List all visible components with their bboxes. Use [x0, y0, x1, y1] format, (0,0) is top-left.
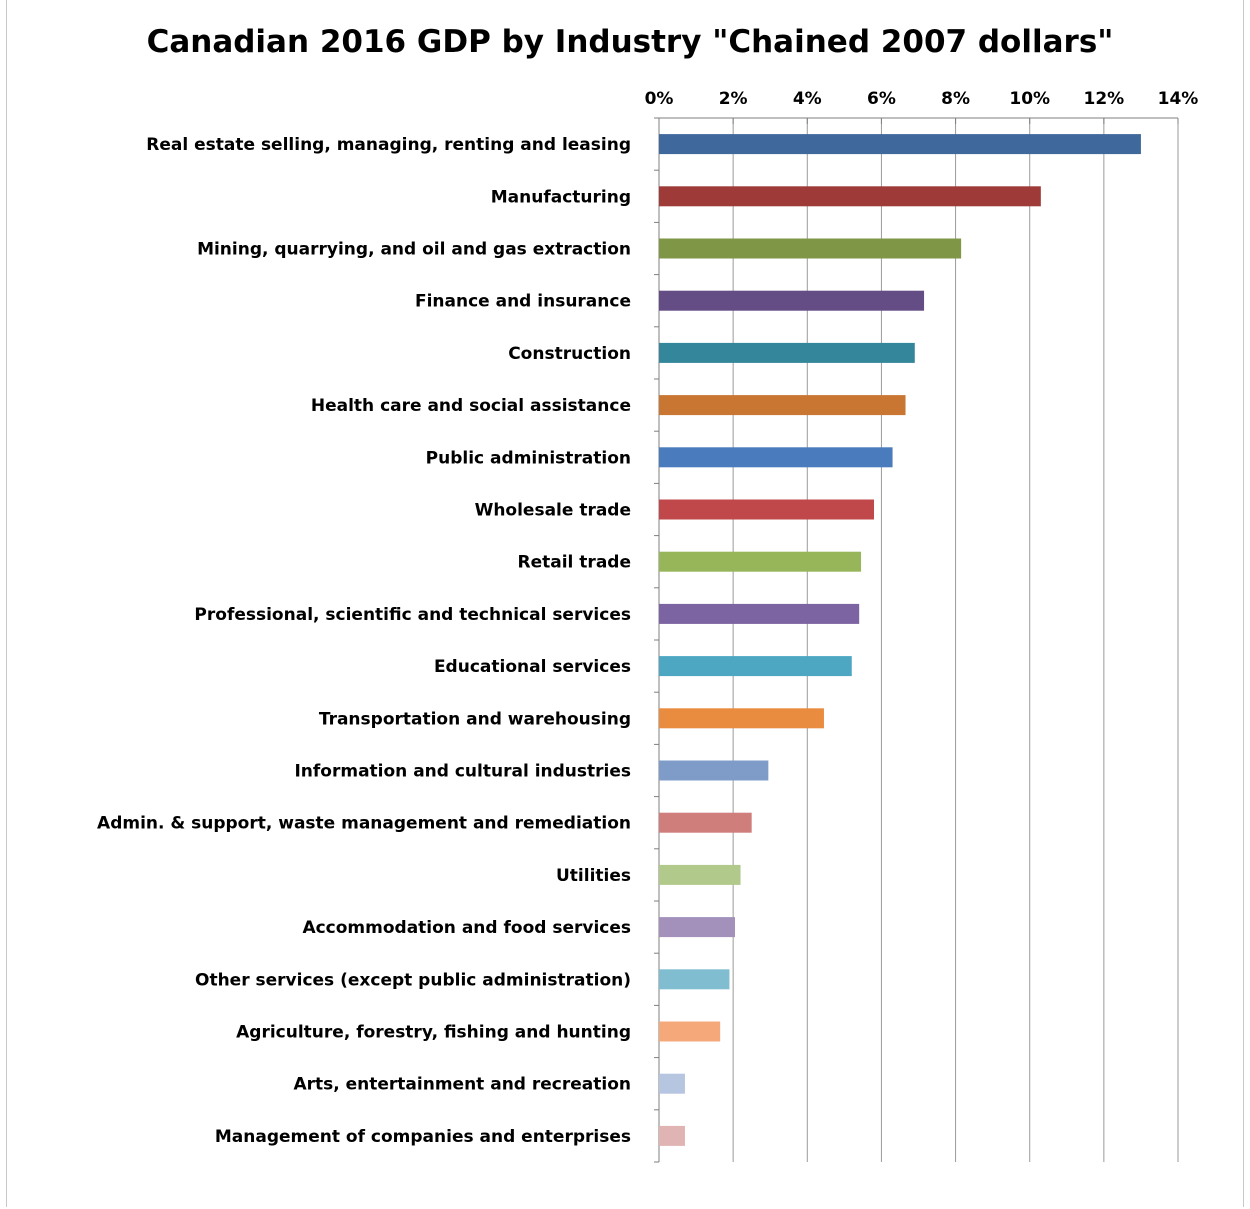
x-tick-label: 12% — [1084, 89, 1125, 109]
bar — [659, 708, 824, 729]
category-label: Accommodation and food services — [302, 918, 631, 938]
category-label: Utilities — [556, 866, 631, 886]
bar — [659, 342, 915, 363]
category-label: Retail trade — [518, 553, 631, 573]
category-labels: Real estate selling, managing, renting a… — [97, 135, 631, 1147]
bar — [659, 447, 893, 468]
bar — [659, 238, 962, 259]
category-label: Transportation and warehousing — [319, 709, 631, 729]
category-label: Professional, scientific and technical s… — [194, 605, 631, 625]
x-tick-label: 10% — [1009, 89, 1050, 109]
bar — [659, 864, 741, 885]
bar — [659, 656, 852, 677]
category-label: Mining, quarrying, and oil and gas extra… — [197, 240, 631, 260]
bar — [659, 186, 1041, 207]
x-tick-label: 0% — [645, 89, 674, 109]
bar — [659, 134, 1141, 155]
bar — [659, 812, 752, 833]
category-label: Educational services — [434, 657, 631, 677]
x-axis-ticks: 0% 2% 4% 6% 8% 10% 12% 14% — [645, 89, 1199, 124]
bar — [659, 290, 925, 311]
x-tick-label: 14% — [1158, 89, 1199, 109]
bar — [659, 395, 906, 416]
chart-frame — [6, 0, 1244, 1207]
bar — [659, 1073, 685, 1094]
bar — [659, 499, 875, 520]
bar — [659, 917, 735, 938]
category-label: Management of companies and enterprises — [215, 1127, 631, 1147]
bar — [659, 1021, 721, 1042]
category-label: Finance and insurance — [415, 292, 631, 312]
category-label: Construction — [508, 344, 631, 364]
category-label: Information and cultural industries — [294, 762, 631, 782]
category-label: Other services (except public administra… — [195, 970, 631, 990]
category-label: Health care and social assistance — [311, 396, 631, 416]
x-tick-label: 6% — [867, 89, 896, 109]
x-tick-label: 2% — [719, 89, 748, 109]
category-label: Public administration — [426, 448, 631, 468]
bar — [659, 551, 862, 572]
bar — [659, 760, 769, 781]
category-label: Wholesale trade — [475, 501, 631, 521]
category-label: Agriculture, forestry, fishing and hunti… — [236, 1023, 631, 1043]
chart-title: Canadian 2016 GDP by Industry "Chained 2… — [147, 24, 1114, 60]
bars — [659, 134, 1141, 1146]
category-label: Manufacturing — [491, 187, 631, 207]
gridlines — [654, 117, 1179, 1163]
bar — [659, 603, 860, 624]
category-label: Real estate selling, managing, renting a… — [146, 135, 631, 155]
x-tick-label: 4% — [793, 89, 822, 109]
category-label: Admin. & support, waste management and r… — [97, 814, 631, 834]
bar — [659, 969, 730, 990]
category-label: Arts, entertainment and recreation — [293, 1075, 631, 1095]
bar — [659, 1125, 685, 1146]
x-tick-label: 8% — [941, 89, 970, 109]
